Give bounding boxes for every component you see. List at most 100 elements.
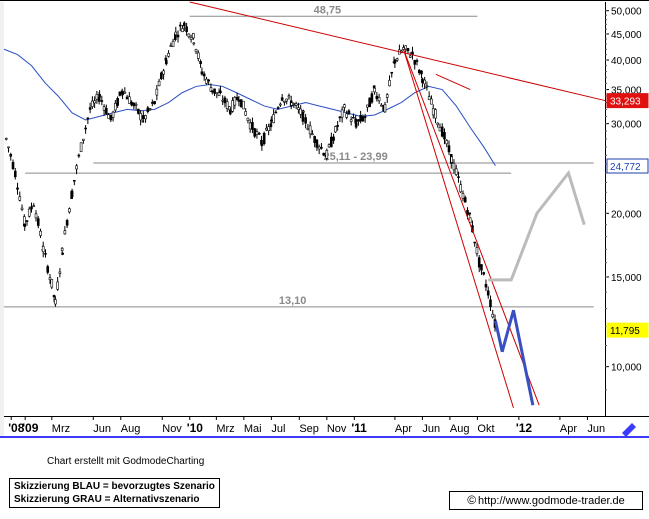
price-candle-body: [308, 125, 312, 135]
price-candle-body: [260, 143, 264, 146]
price-candle-body: [77, 154, 81, 157]
copyright-icon: ©: [467, 493, 477, 507]
x-tick-label: Apr: [560, 423, 577, 435]
price-candle-body: [480, 264, 483, 271]
price-candle-body: [447, 145, 451, 153]
price-candle-body: [52, 294, 56, 298]
price-candle-body: [477, 257, 481, 268]
price-candle-body: [11, 161, 15, 170]
price-candle-body: [340, 109, 344, 118]
price-candle-body: [415, 60, 419, 62]
price-candle-body: [130, 101, 133, 106]
price-candle-body: [395, 58, 399, 61]
price-candle-body: [468, 212, 472, 215]
price-candle-body: [65, 220, 69, 226]
price-candle-body: [322, 152, 325, 156]
price-candle-body: [349, 119, 353, 122]
price-candle-body: [105, 108, 108, 115]
price-candle-body: [16, 187, 19, 190]
price-candle-body: [183, 22, 186, 27]
trendline: [402, 49, 514, 409]
price-candle-body: [233, 97, 237, 106]
x-axis-bottom-bar: [0, 436, 649, 438]
y-tick-label: 50,000: [611, 7, 642, 18]
source-link[interactable]: © http://www.godmode-trader.de: [449, 491, 643, 510]
price-candle-body: [134, 103, 138, 106]
price-label-box: [606, 93, 649, 109]
price-candle-body: [242, 100, 245, 110]
price-candle-body: [225, 101, 229, 110]
price-candle-body: [327, 144, 331, 148]
price-candle-body: [431, 108, 435, 116]
price-candle-body: [297, 107, 300, 110]
price-candle-body: [320, 146, 323, 149]
price-candle-body: [262, 132, 266, 145]
price-candle-body: [330, 136, 333, 148]
price-candle-body: [359, 115, 362, 122]
price-candle-body: [450, 156, 454, 163]
price-candle-body: [420, 70, 423, 75]
price-candle-body: [484, 284, 488, 288]
price-candle-body: [192, 42, 196, 45]
price-candle-body: [390, 71, 394, 74]
price-candle-body: [373, 87, 376, 93]
price-candle-body: [434, 109, 437, 119]
price-candle-body: [202, 73, 206, 77]
price-candle-body: [151, 102, 154, 104]
price-candle-body: [239, 99, 243, 108]
price-candle-body: [217, 92, 221, 96]
x-tick-label: Jun: [422, 423, 440, 435]
price-candle-body: [229, 110, 232, 115]
price-candle-body: [194, 49, 198, 53]
price-candle-body: [68, 208, 71, 213]
price-candle-body: [287, 95, 291, 98]
price-candle-body: [406, 47, 410, 52]
y-tick-label: 40,000: [611, 56, 642, 67]
price-candle-body: [178, 24, 182, 27]
price-candle-body: [402, 47, 405, 50]
horizontal-level-label: 25,11 - 23,99: [323, 151, 387, 163]
price-candle-body: [125, 96, 129, 100]
price-candle-body: [248, 122, 252, 130]
price-candle-body: [128, 96, 131, 104]
price-candle-body: [380, 104, 383, 107]
y-tick-label: 15,000: [611, 273, 642, 284]
price-candle-body: [197, 52, 200, 59]
price-candle-body: [388, 80, 391, 87]
price-candle-body: [299, 108, 302, 115]
price-candle-body: [436, 122, 440, 126]
x-tick-label: Jun: [93, 423, 111, 435]
price-candle-body: [98, 93, 101, 98]
price-candle-body: [385, 94, 389, 98]
price-label-text: 33,293: [610, 97, 641, 108]
price-candle-body: [50, 279, 54, 288]
price-candle-body: [200, 71, 204, 75]
price-candle-body: [18, 196, 22, 201]
price-candle-body: [95, 94, 99, 100]
price-candle-body: [171, 40, 175, 48]
price-candle-body: [255, 131, 259, 135]
price-candle-body: [219, 90, 222, 93]
price-candle-body: [187, 33, 191, 37]
x-tick-label: Mai: [244, 423, 262, 435]
x-tick-label: Okt: [477, 423, 494, 435]
trendline: [402, 49, 540, 406]
pencil-icon: [622, 423, 636, 437]
x-tick-label: '12: [516, 421, 533, 435]
price-candle-body: [272, 114, 275, 124]
price-candle-body: [270, 119, 273, 122]
price-candle-body: [56, 281, 59, 290]
price-candle-body: [118, 91, 122, 96]
price-candle-body: [167, 53, 170, 57]
price-candle-body: [347, 110, 351, 115]
price-candle-body: [421, 78, 424, 83]
price-candle-body: [111, 111, 115, 118]
price-candle-body: [315, 139, 319, 148]
price-candle-body: [109, 114, 113, 121]
price-candle-body: [213, 88, 216, 94]
price-candle-body: [32, 205, 36, 207]
price-candle-body: [375, 95, 379, 100]
price-candle-body: [463, 197, 467, 203]
price-candle-body: [427, 96, 431, 101]
